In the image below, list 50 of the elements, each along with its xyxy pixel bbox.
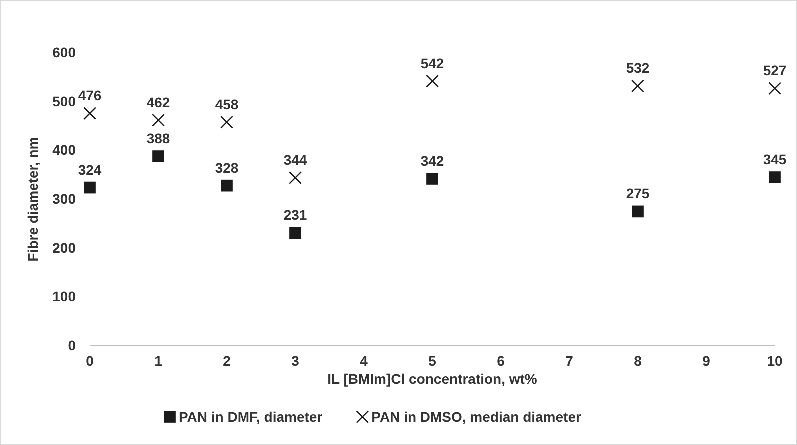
x-tick-label: 1 (154, 352, 163, 369)
x-tick-label: 3 (292, 352, 300, 369)
y-tick-label: 600 (52, 44, 76, 60)
data-label: 458 (215, 96, 239, 112)
point (426, 74, 439, 88)
y-tick-label: 400 (52, 142, 76, 158)
point (84, 107, 96, 120)
x-tick-label: 2 (223, 352, 232, 369)
data-label: 462 (146, 94, 170, 110)
data-label: 342 (420, 152, 444, 169)
x-tick-label: 7 (566, 352, 574, 369)
y-axis-title: Fibre diameter, nm (25, 137, 41, 262)
point (220, 116, 234, 129)
data-label: 532 (626, 60, 650, 76)
x-axis-title: IL [BMIm]Cl concentration, wt% (328, 371, 538, 387)
legend-label: PAN in DMF, diameter (179, 409, 324, 425)
point (84, 182, 96, 194)
y-tick-label: 100 (52, 288, 76, 305)
x-tick-label: 5 (428, 352, 437, 369)
x-tick-label: 0 (86, 352, 94, 369)
point (290, 227, 302, 240)
data-label: 345 (763, 152, 787, 168)
x-tick-label: 10 (767, 352, 783, 369)
x-tick-label: 4 (360, 352, 368, 369)
point (152, 150, 164, 162)
data-label: 324 (78, 162, 102, 178)
y-tick-label: 300 (52, 190, 76, 207)
point (632, 206, 644, 218)
point (426, 173, 438, 185)
y-tick-label: 0 (68, 337, 76, 354)
data-label: 388 (146, 130, 170, 147)
point (632, 80, 644, 93)
x-tick-label: 8 (634, 352, 642, 369)
point (769, 172, 781, 184)
point (768, 82, 782, 96)
data-label: 231 (284, 207, 308, 224)
data-label: 344 (284, 152, 308, 168)
point (289, 172, 302, 184)
x-tick-label: 9 (702, 352, 711, 369)
legend-label: PAN in DMSO, median diameter (372, 409, 582, 425)
y-tick-label: 500 (52, 93, 76, 110)
data-label: 275 (626, 186, 650, 202)
point (152, 114, 165, 127)
data-label: 328 (215, 160, 239, 176)
data-label: 527 (763, 62, 787, 79)
x-tick-label: 6 (497, 352, 506, 369)
point (221, 180, 233, 192)
data-label: 476 (78, 88, 102, 104)
data-label: 542 (420, 55, 444, 72)
y-tick-label: 200 (52, 240, 76, 256)
